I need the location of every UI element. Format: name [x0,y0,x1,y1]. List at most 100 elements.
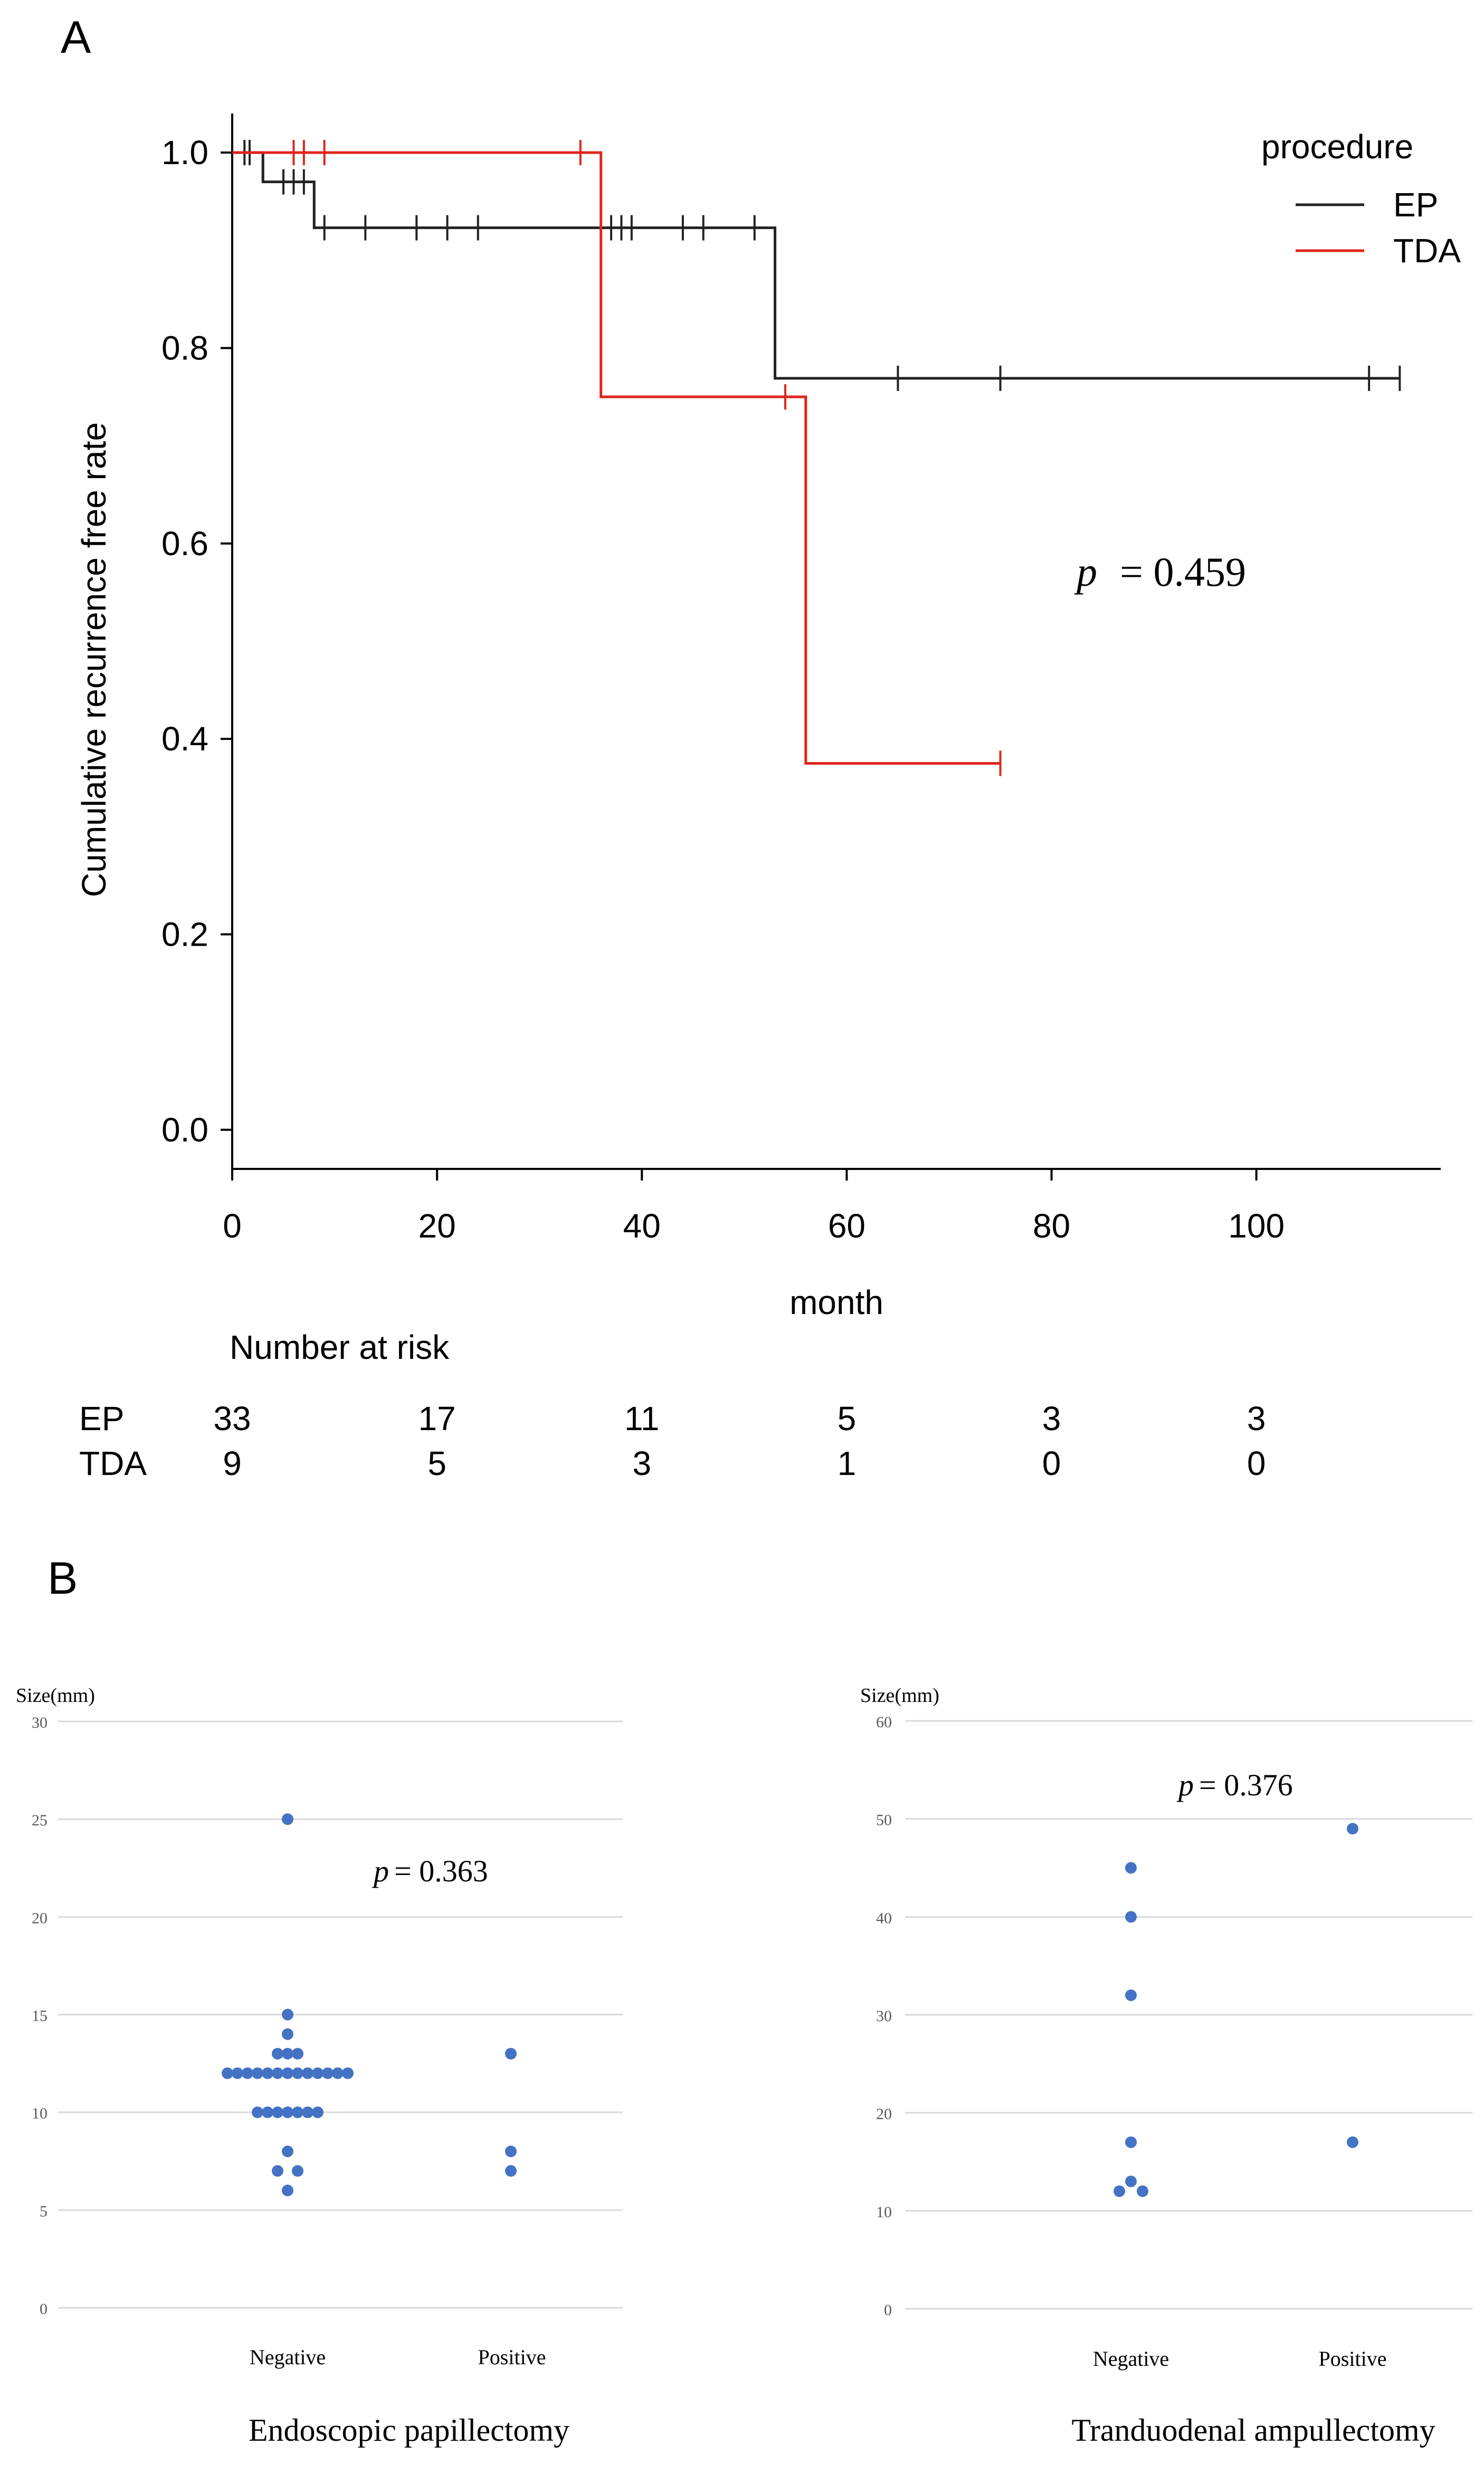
data-point-negative [292,2067,303,2079]
risk-cell-tda: 1 [838,1444,857,1482]
data-point-negative [322,2067,334,2079]
left-x-label-negative: Negative [250,2345,326,2369]
data-point-negative [252,2067,263,2079]
data-point-negative [282,2028,293,2040]
data-point-negative [272,2106,283,2118]
risk-table-title: Number at risk [230,1328,450,1366]
data-point-negative [282,2048,293,2060]
risk-cell-ep: 3 [1247,1400,1266,1438]
data-point-negative [302,2067,313,2079]
y-tick-label: 20 [876,2106,892,2123]
data-point-negative [332,2067,344,2079]
km-y-tick-label: 0.8 [161,329,208,367]
y-tick-label: 5 [40,2203,47,2220]
panel-a-label: A [61,12,91,63]
data-point-negative [292,2165,303,2177]
km-y-tick-label: 0.2 [161,916,208,954]
km-y-axis-label: Cumulative recurrence free rate [75,422,113,897]
km-x-tick-label: 20 [418,1207,456,1245]
right-points [1114,1823,1358,2197]
data-point-negative [282,2106,293,2118]
risk-cells: 33 17 11 5 3 39 5 3 1 0 0 [213,1400,1266,1482]
data-point-negative [1125,1862,1137,1874]
data-point-negative [312,2067,324,2079]
risk-cell-tda: 9 [223,1444,242,1482]
km-x-ticks: 0 20 40 60 80 100 [223,1169,1285,1245]
km-y-tick-label: 1.0 [161,134,208,172]
km-x-tick-label: 0 [223,1207,242,1245]
data-point-negative [262,2106,273,2118]
risk-cell-tda: 0 [1042,1444,1061,1482]
data-point-negative [302,2106,313,2118]
right-x-label-positive: Positive [1319,2347,1387,2371]
km-p-symbol: p [1074,549,1097,595]
y-tick-label: 60 [876,1714,892,1731]
left-chart-title: Endoscopic papillectomy [249,2413,569,2448]
data-point-negative [342,2067,354,2079]
right-p-symbol: p [1176,1768,1194,1802]
data-point-negative [1137,2185,1148,2197]
data-point-negative [282,2067,293,2079]
risk-row-tda-name: TDA [79,1444,147,1482]
risk-cell-ep: 33 [213,1400,251,1438]
km-p-text: = 0.459 [1120,549,1246,595]
data-point-negative [222,2067,233,2079]
y-tick-label: 20 [32,1909,47,1927]
km-legend: procedure EP TDA [1261,128,1461,270]
dotplot-right: Size(mm) 0 10 20 30 40 50 60 Negative Positive… [860,1684,1472,2448]
right-chart-title: Tranduodenal ampullectomy [1071,2413,1435,2448]
km-chart: 0.0 0.2 0.4 0.6 0.8 1.0 0 20 40 60 80 100 Cumulati… [75,113,1461,1321]
right-y-axis-title: Size(mm) [860,1684,939,1707]
legend-title: procedure [1261,128,1413,166]
data-point-negative [1125,2136,1137,2148]
left-y-axis-title: Size(mm) [16,1684,95,1707]
km-x-tick-label: 60 [828,1207,865,1245]
y-tick-label: 50 [876,1812,892,1829]
right-gridlines: 0 10 20 30 40 50 60 [876,1714,1472,2319]
data-point-negative [312,2106,324,2118]
data-point-positive [505,2165,517,2177]
data-point-negative [1125,2175,1137,2187]
legend-label-ep: EP [1393,186,1438,224]
left-p-text: = 0.363 [394,1854,488,1888]
data-point-negative [282,2184,293,2196]
y-tick-label: 30 [876,2007,892,2025]
risk-cell-ep: 3 [1042,1400,1061,1438]
km-x-axis-label: month [789,1283,883,1321]
data-point-negative [282,2145,293,2157]
risk-cell-ep: 17 [418,1400,456,1438]
left-points [222,1813,517,2196]
km-p-value: p = 0.459 [1074,549,1246,595]
data-point-negative [272,2165,283,2177]
data-point-negative [262,2067,273,2079]
data-point-negative [282,2009,293,2021]
km-series-group [232,140,1401,776]
data-point-positive [505,2048,517,2060]
km-x-tick-label: 80 [1033,1207,1070,1245]
left-gridlines: 0 5 10 15 20 25 30 [32,1714,623,2318]
right-p-value: p = 0.376 [1176,1768,1293,1802]
data-point-negative [292,2048,303,2060]
risk-cell-ep: 5 [838,1400,857,1438]
risk-table: Number at risk EP TDA 33 17 11 5 3 39 5 3 1 0 0 [79,1328,1266,1482]
data-point-negative [1114,2185,1125,2197]
y-tick-label: 15 [32,2007,47,2025]
km-y-ticks: 0.0 0.2 0.4 0.6 0.8 1.0 [161,134,232,1149]
panel-b-label: B [47,1553,78,1604]
y-tick-label: 10 [32,2105,47,2123]
data-point-negative [1125,1989,1137,2001]
data-point-positive [505,2145,517,2157]
data-point-negative [1125,1911,1137,1923]
left-p-symbol: p [372,1854,389,1888]
data-point-negative [292,2106,303,2118]
data-point-positive [1347,2136,1358,2148]
y-tick-label: 30 [32,1714,47,1731]
data-point-negative [272,2048,283,2060]
data-point-negative [242,2067,253,2079]
y-tick-label: 10 [876,2203,892,2221]
y-tick-label: 40 [876,1909,892,1927]
risk-cell-tda: 3 [632,1444,651,1482]
right-p-text: = 0.376 [1199,1768,1293,1802]
